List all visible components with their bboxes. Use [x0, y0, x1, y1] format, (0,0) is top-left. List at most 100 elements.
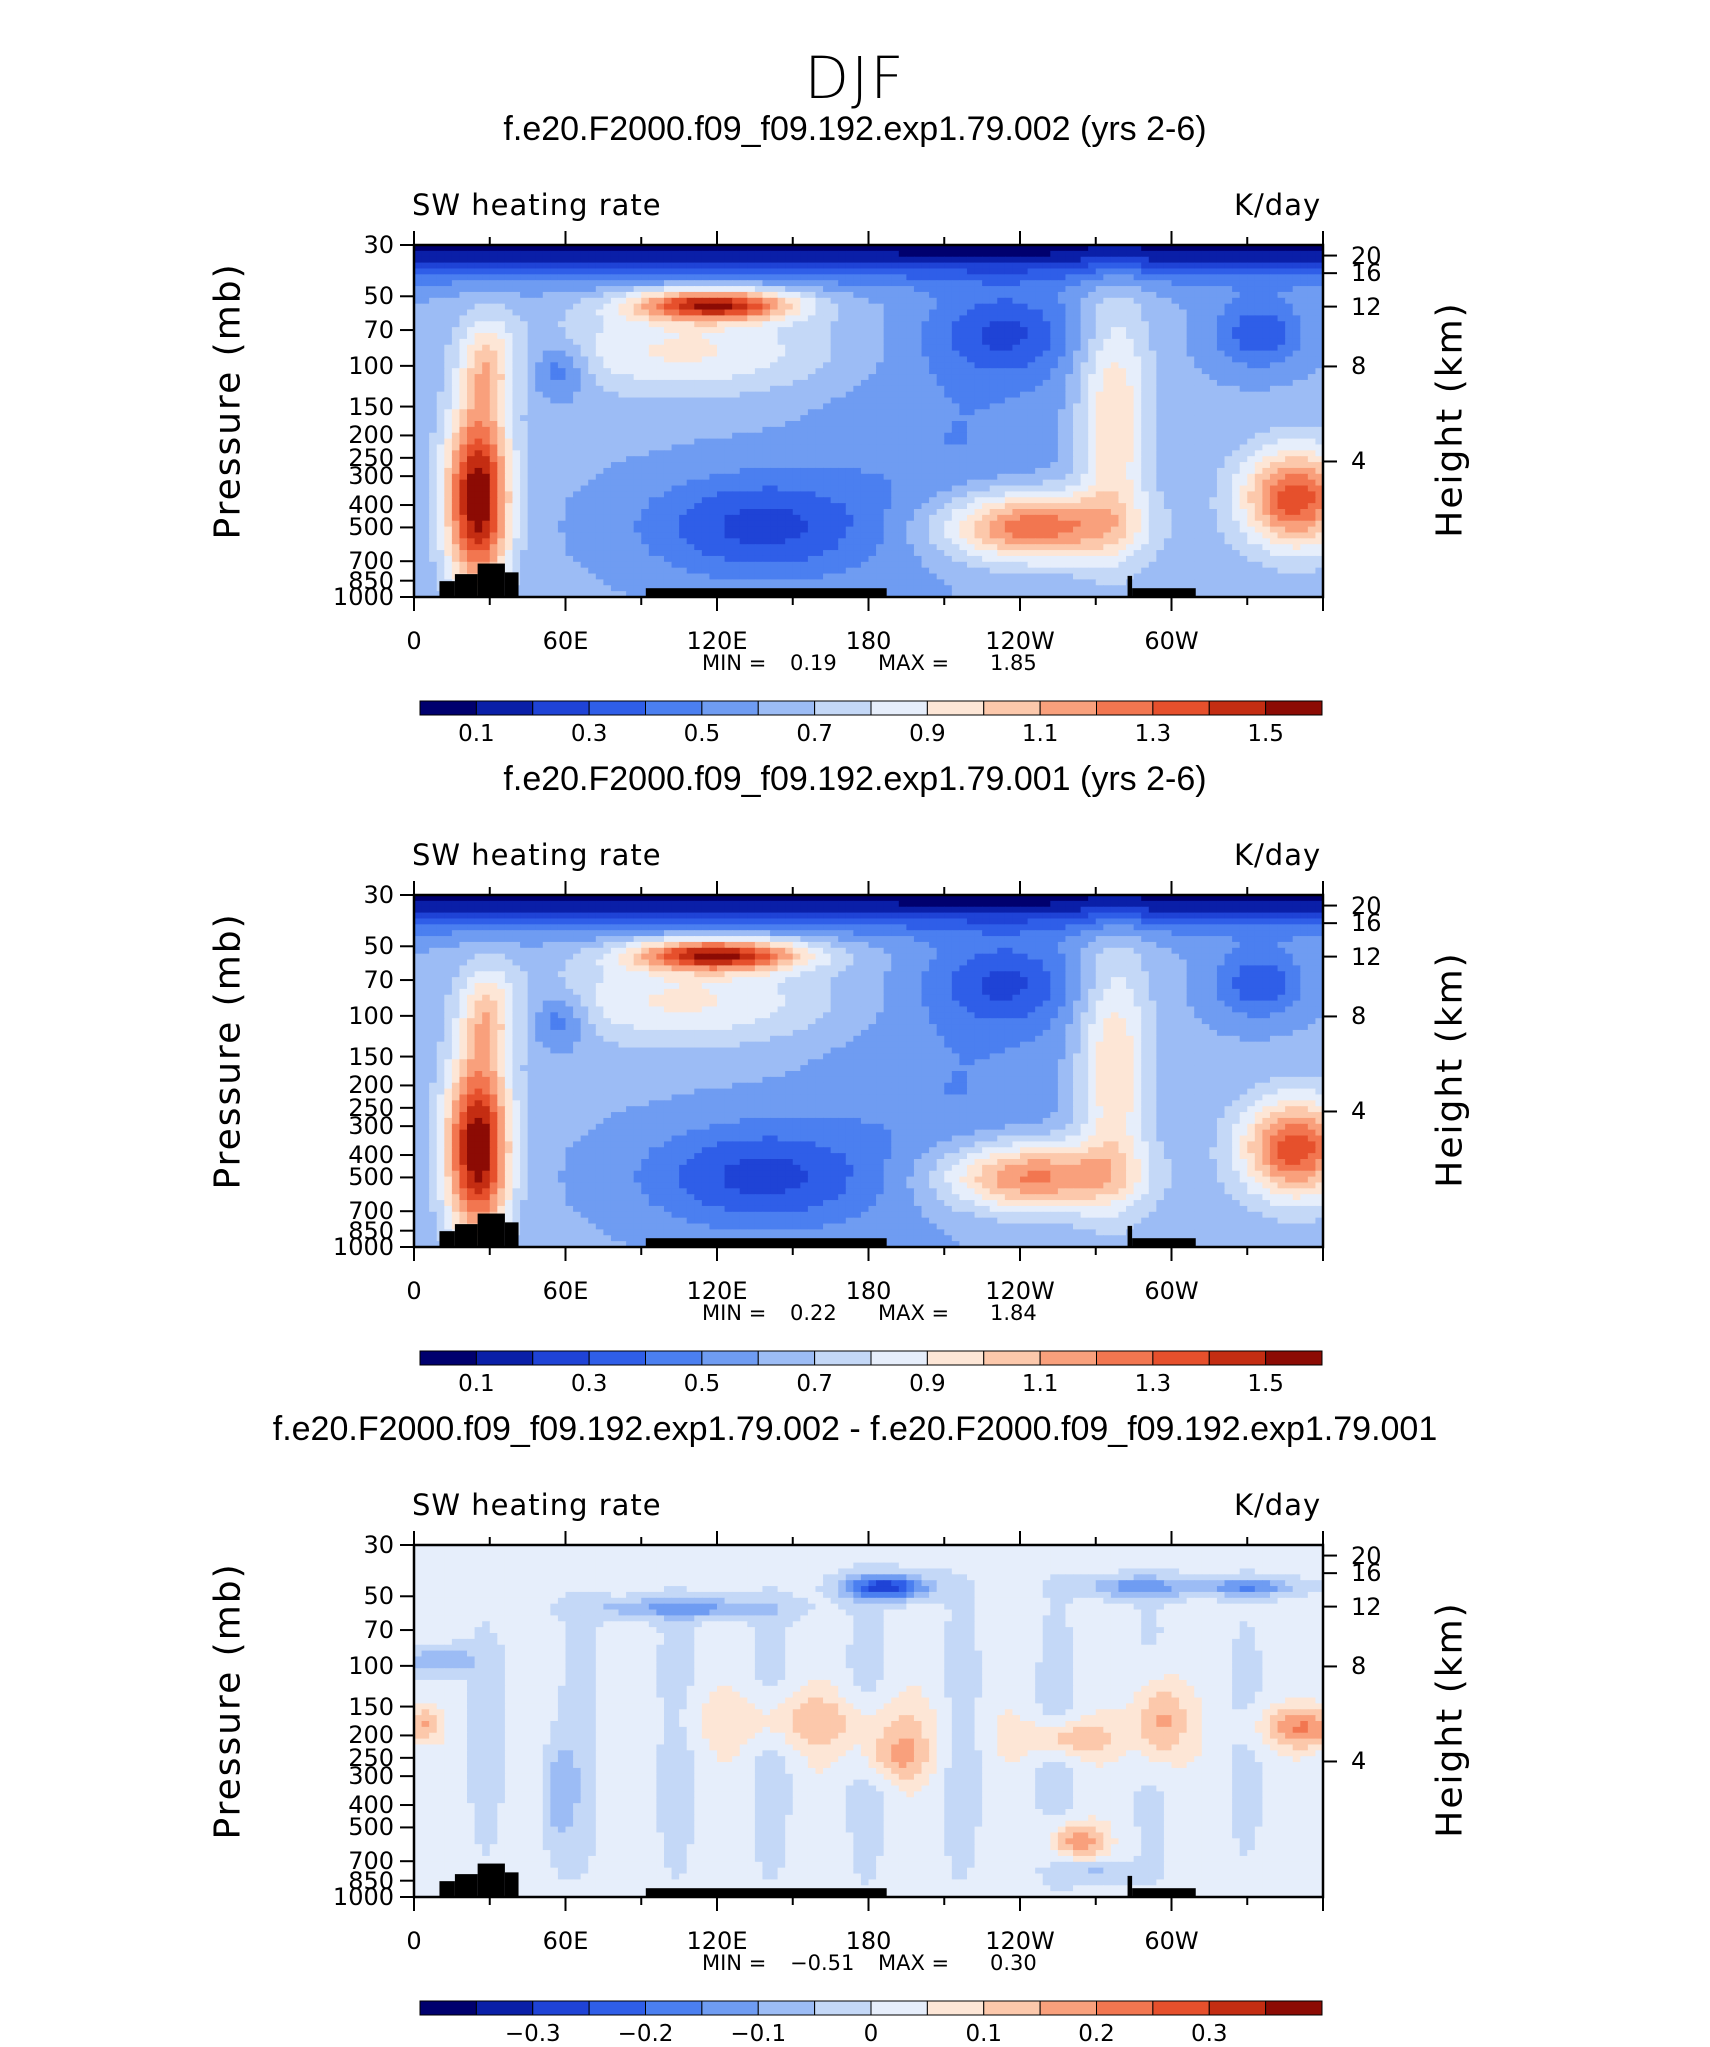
field-cell: [1262, 250, 1271, 258]
field-cell: [838, 286, 847, 293]
field-cell: [1050, 438, 1059, 446]
field-cell: [1156, 303, 1165, 311]
field-cell: [1269, 274, 1279, 281]
field-cell: [641, 338, 650, 346]
field-cell: [792, 338, 801, 346]
field-cell: [1141, 356, 1150, 363]
field-cell: [845, 327, 854, 334]
field-cell: [542, 286, 551, 293]
field-cell: [459, 256, 468, 264]
field-cell: [792, 374, 801, 381]
field-cell: [1156, 286, 1165, 293]
field-cell: [1239, 321, 1248, 328]
field-cell: [959, 250, 968, 258]
field-cell: [489, 426, 498, 434]
field-cell: [936, 245, 945, 252]
field-cell: [1118, 450, 1127, 457]
field-cell: [626, 321, 635, 328]
field-cell: [436, 444, 445, 451]
field-cell: [1133, 403, 1142, 410]
field-cell: [815, 415, 824, 422]
field-cell: [989, 327, 998, 334]
field-cell: [762, 467, 771, 475]
field-cell: [610, 250, 620, 258]
field-cell: [580, 362, 589, 369]
field-cell: [777, 374, 786, 381]
field-cell: [1088, 409, 1097, 416]
field-cell: [845, 391, 854, 399]
field-cell: [1262, 291, 1271, 299]
field-cell: [1232, 280, 1241, 287]
field-cell: [1095, 256, 1104, 264]
field-cell: [663, 315, 673, 322]
field-cell: [663, 250, 673, 258]
field-cell: [1012, 444, 1021, 451]
field-cell: [1035, 333, 1044, 340]
field-cell: [1285, 245, 1294, 252]
field-cell: [845, 374, 854, 381]
field-cell: [913, 473, 923, 481]
field-cell: [1171, 315, 1180, 322]
field-cell: [610, 368, 620, 375]
field-cell: [1269, 391, 1279, 399]
field-cell: [770, 432, 779, 440]
field-cell: [709, 432, 718, 440]
field-cell: [671, 362, 680, 369]
field-cell: [974, 409, 983, 416]
field-cell: [792, 303, 801, 311]
field-cell: [966, 415, 976, 422]
field-cell: [876, 280, 885, 287]
field-cell: [966, 397, 976, 404]
field-cell: [557, 256, 567, 264]
field-cell: [489, 338, 498, 346]
field-cell: [489, 333, 498, 340]
field-cell: [1224, 421, 1233, 428]
field-cell: [717, 368, 726, 375]
field-cell: [929, 456, 938, 463]
field-cell: [860, 374, 870, 381]
field-cell: [1020, 268, 1029, 275]
field-cell: [747, 291, 756, 299]
field-cell: [974, 338, 983, 346]
field-cell: [717, 438, 726, 446]
field-cell: [1042, 462, 1051, 469]
field-cell: [1141, 391, 1150, 399]
field-cell: [974, 391, 983, 399]
field-cell: [618, 245, 627, 252]
field-cell: [497, 426, 506, 434]
field-cell: [550, 450, 559, 457]
field-cell: [982, 291, 991, 299]
field-cell: [876, 350, 885, 358]
field-cell: [807, 426, 817, 434]
field-cell: [785, 274, 794, 281]
field-cell: [830, 309, 839, 316]
field-cell: [1073, 321, 1082, 328]
field-cell: [1050, 391, 1059, 399]
field-cell: [853, 356, 862, 363]
field-cell: [1057, 297, 1067, 305]
field-cell: [535, 268, 544, 275]
field-cell: [754, 479, 764, 487]
field-cell: [868, 426, 877, 434]
field-cell: [1262, 274, 1271, 281]
field-cell: [421, 303, 430, 311]
field-cell: [679, 368, 688, 375]
field-cell: [633, 303, 642, 311]
field-cell: [610, 327, 620, 334]
field-cell: [1020, 344, 1029, 352]
field-cell: [777, 432, 786, 440]
field-cell: [1042, 327, 1051, 334]
field-cell: [807, 450, 817, 457]
field-cell: [876, 262, 885, 270]
field-cell: [1088, 356, 1097, 363]
field-cell: [580, 374, 589, 381]
field-cell: [929, 274, 938, 281]
field-cell: [595, 344, 604, 352]
field-cell: [951, 456, 961, 463]
field-cell: [512, 356, 521, 363]
field-cell: [451, 391, 461, 399]
field-cell: [913, 432, 923, 440]
field-cell: [1148, 356, 1157, 363]
field-cell: [1156, 256, 1165, 264]
field-cell: [1012, 315, 1021, 322]
